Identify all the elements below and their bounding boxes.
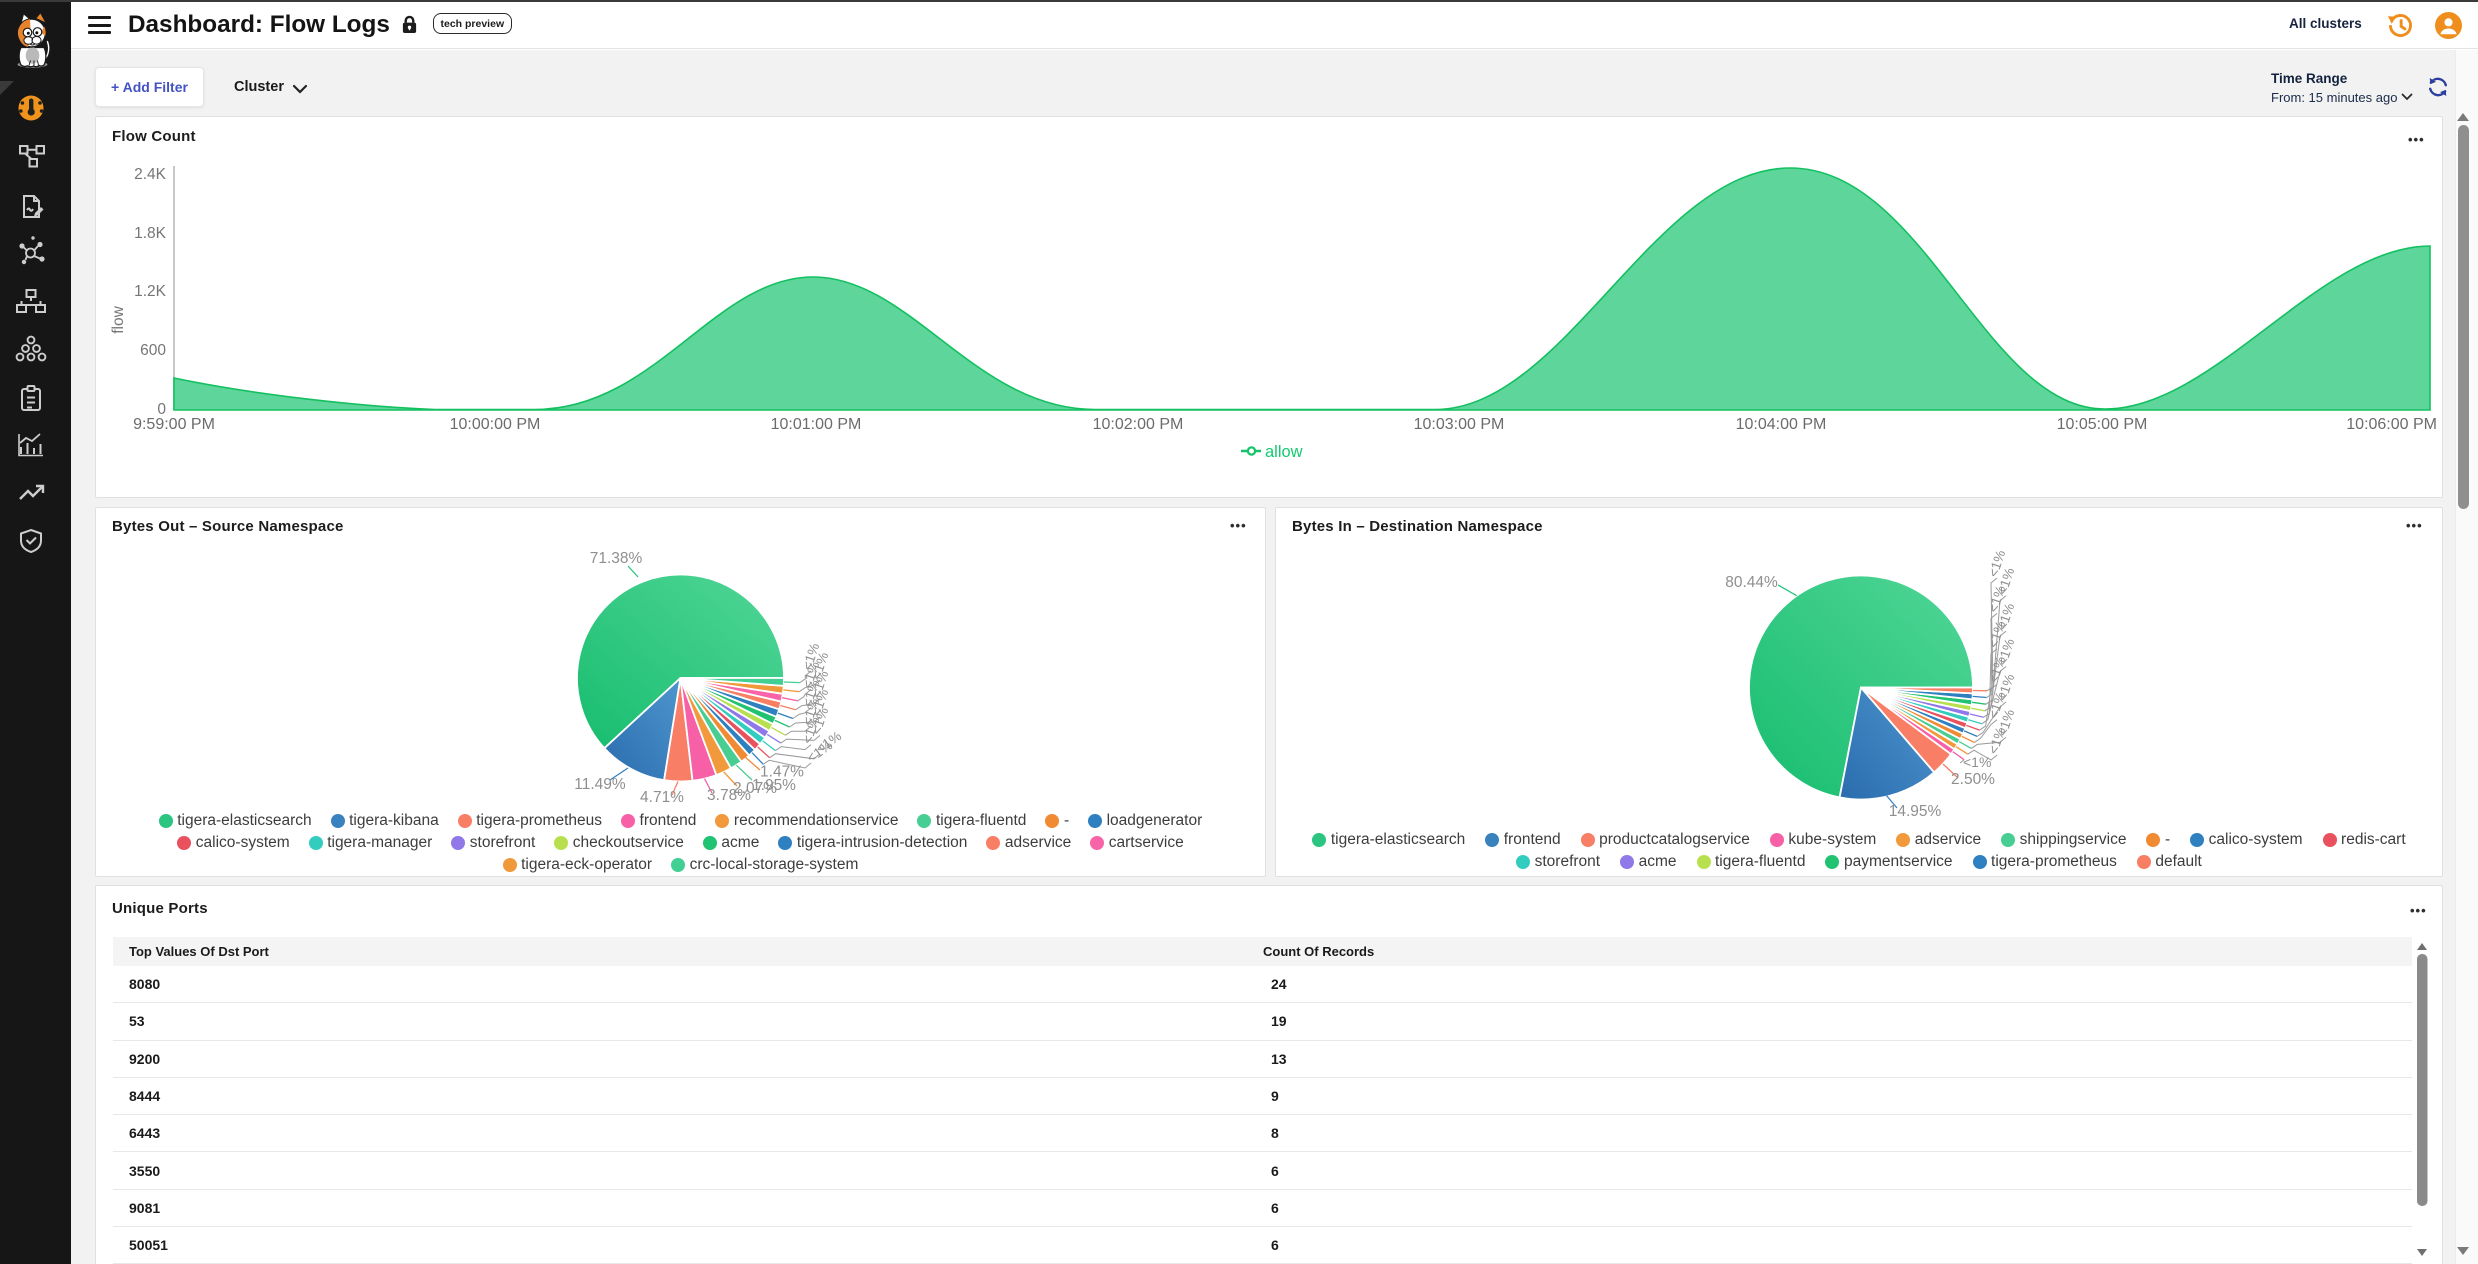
svg-text:allow: allow — [1265, 443, 1303, 461]
svg-text:600: 600 — [140, 342, 166, 359]
svg-text:11.49%: 11.49% — [574, 776, 626, 793]
svg-text:10:03:00 PM: 10:03:00 PM — [1414, 416, 1505, 433]
svg-text:9:59:00 PM: 9:59:00 PM — [133, 416, 215, 433]
svg-text:10:02:00 PM: 10:02:00 PM — [1093, 416, 1184, 433]
svg-text:10:00:00 PM: 10:00:00 PM — [450, 416, 541, 433]
svg-text:4.71%: 4.71% — [640, 789, 684, 806]
svg-text:80.44%: 80.44% — [1725, 574, 1778, 591]
svg-text:10:05:00 PM: 10:05:00 PM — [2057, 416, 2148, 433]
svg-text:14.95%: 14.95% — [1889, 803, 1942, 820]
svg-text:71.38%: 71.38% — [590, 550, 643, 567]
svg-text:1.47%: 1.47% — [760, 764, 804, 781]
svg-text:3.78%: 3.78% — [707, 787, 751, 804]
svg-text:1.95%: 1.95% — [752, 777, 796, 794]
svg-text:1.8K: 1.8K — [134, 225, 167, 242]
svg-text:2.07%: 2.07% — [733, 780, 777, 797]
svg-text:2.4K: 2.4K — [134, 166, 167, 183]
svg-text:flow: flow — [110, 305, 127, 333]
svg-text:<1%: <1% — [1963, 754, 1991, 770]
svg-text:10:04:00 PM: 10:04:00 PM — [1736, 416, 1827, 433]
svg-text:2.50%: 2.50% — [1951, 771, 1995, 788]
svg-text:10:01:00 PM: 10:01:00 PM — [771, 416, 862, 433]
svg-text:0: 0 — [157, 401, 166, 418]
svg-text:1.2K: 1.2K — [134, 283, 167, 300]
svg-text:10:06:00 PM: 10:06:00 PM — [2346, 416, 2437, 433]
